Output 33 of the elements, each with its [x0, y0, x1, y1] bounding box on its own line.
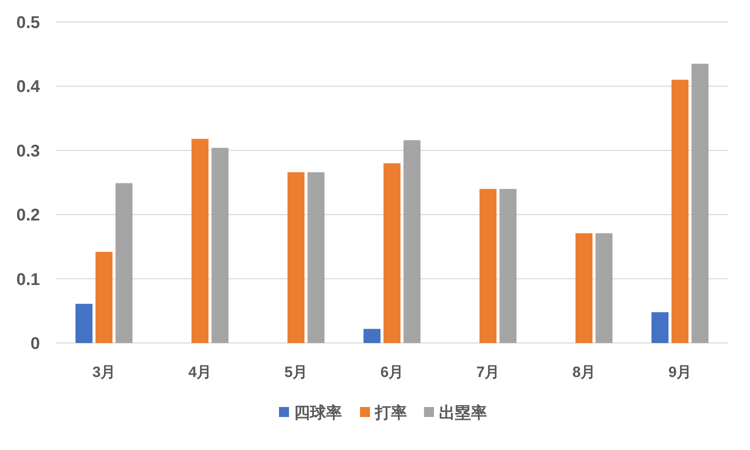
- x-tick-label: 5月: [284, 364, 308, 381]
- x-tick-label: 4月: [188, 364, 212, 381]
- x-tick-label: 7月: [476, 364, 500, 381]
- y-tick-label: 0.3: [16, 141, 40, 160]
- bar: [500, 188, 516, 343]
- bar: [288, 172, 304, 343]
- bar: [384, 163, 400, 343]
- bar: [96, 252, 112, 343]
- bar: [576, 233, 592, 343]
- bar: [404, 140, 420, 343]
- legend-label: 四球率: [294, 403, 342, 422]
- bar: [212, 148, 228, 343]
- bar: [76, 304, 92, 343]
- bar: [692, 64, 708, 343]
- x-tick-label: 6月: [380, 364, 404, 381]
- x-tick-label: 9月: [668, 364, 692, 381]
- bar: [192, 138, 208, 343]
- legend-label: 打率: [374, 403, 407, 422]
- x-tick-label: 8月: [572, 364, 596, 381]
- x-tick-label: 3月: [92, 364, 116, 381]
- y-tick-label: 0.4: [16, 77, 41, 96]
- legend-label: 出塁率: [439, 403, 487, 422]
- bar: [596, 233, 612, 343]
- bar: [308, 172, 324, 343]
- bar: [364, 328, 380, 343]
- bar: [116, 183, 132, 343]
- y-tick-label: 0.2: [16, 206, 40, 225]
- bar: [672, 80, 688, 343]
- bar: [480, 188, 496, 343]
- y-tick-label: 0.1: [16, 270, 40, 289]
- bar: [652, 312, 668, 343]
- y-tick-label: 0: [30, 334, 40, 353]
- y-tick-label: 0.5: [16, 13, 40, 32]
